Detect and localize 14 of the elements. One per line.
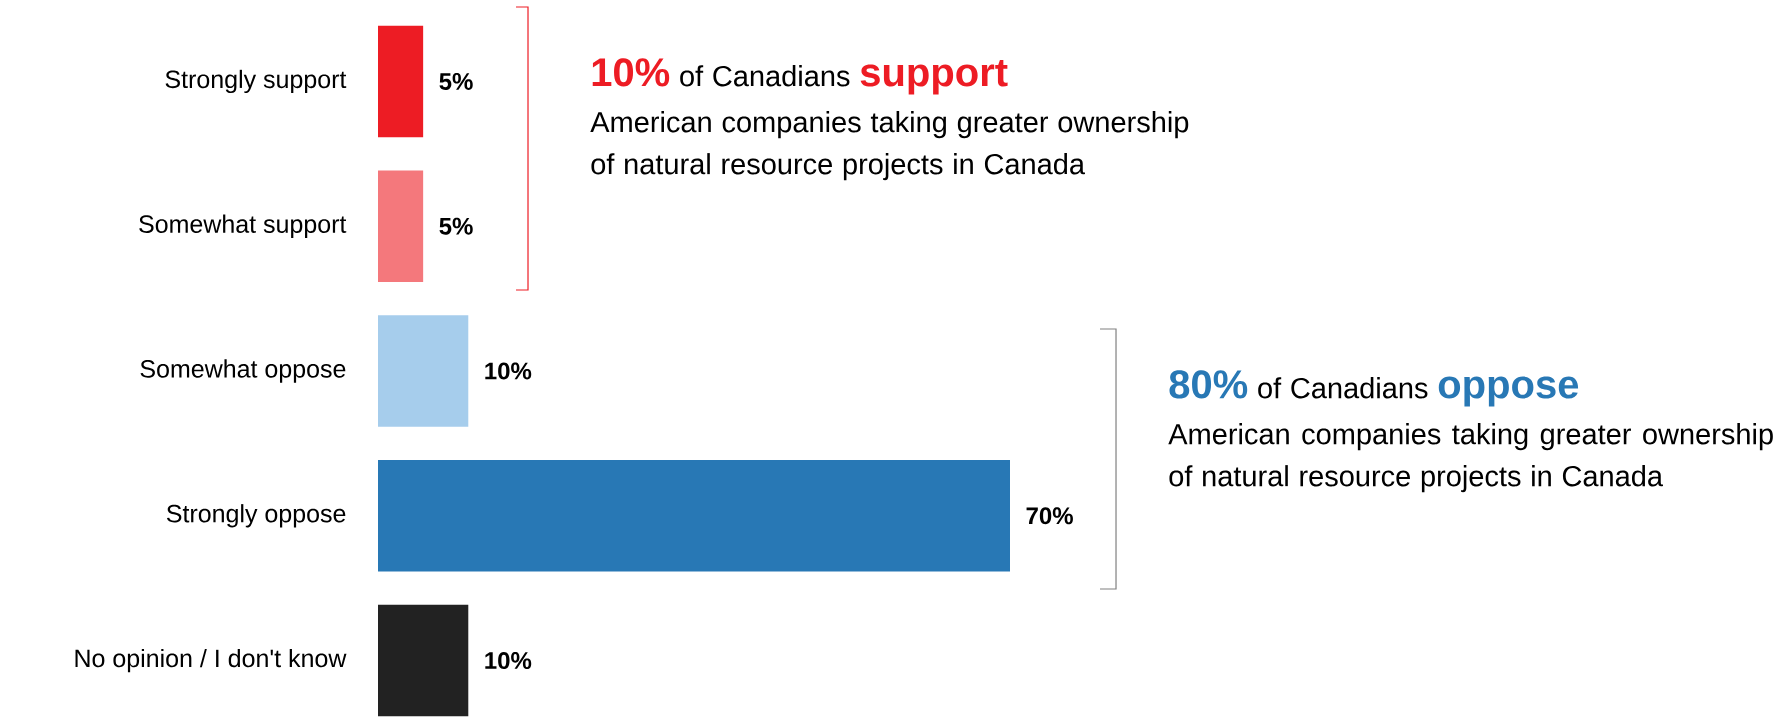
y-tick-label: Somewhat oppose	[140, 359, 346, 383]
y-tick-label: Strongly oppose	[166, 504, 346, 528]
annotation: American companies taking greater ownership of natural resource projects in Canada	[590, 111, 1189, 181]
data-label: 10%	[485, 362, 532, 380]
annotation: 10% of Canadians support	[592, 58, 1008, 95]
y-tick-label: No opinion / I don't know	[75, 648, 347, 673]
y-tick-label: Strongly support	[165, 69, 347, 94]
data-label: 5%	[439, 72, 473, 90]
text: 80% of Canadians oppose	[1169, 370, 1579, 407]
y-tick-label: Somewhat support	[139, 214, 347, 238]
text: American companies taking greater ownership of natural resource projects in Canada	[1168, 423, 1773, 493]
data-label: 70%	[1026, 507, 1073, 525]
data-label: 10%	[485, 652, 532, 670]
data-label: 5%	[439, 217, 473, 235]
